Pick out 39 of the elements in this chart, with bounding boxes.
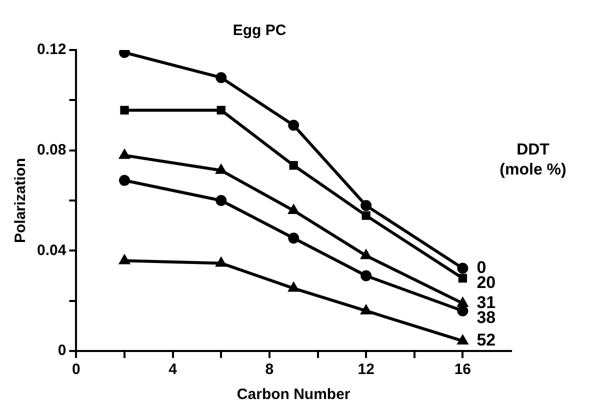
point — [216, 258, 226, 267]
x-tick-label: 12 — [358, 361, 374, 378]
series-label: 52 — [476, 330, 496, 350]
point — [457, 262, 468, 274]
point — [216, 106, 226, 115]
point — [216, 72, 227, 84]
point — [288, 120, 300, 131]
point — [288, 205, 299, 214]
point — [362, 211, 370, 220]
point — [289, 161, 298, 170]
y-tick-label: 0.04 — [36, 242, 67, 259]
x-tick-label: 0 — [72, 361, 80, 378]
x-tick-label: 8 — [265, 361, 274, 378]
point — [120, 106, 129, 115]
point — [360, 200, 372, 212]
point — [119, 174, 130, 186]
y-tick-label: 0 — [58, 342, 66, 360]
point — [120, 255, 130, 264]
point — [458, 274, 468, 283]
chart-title: Egg PC — [232, 22, 286, 40]
point — [119, 50, 130, 58]
point — [216, 195, 227, 206]
y-tick-label: 0.08 — [36, 141, 66, 158]
point — [288, 232, 300, 244]
point — [458, 298, 468, 307]
x-tick-label: 16 — [454, 361, 472, 378]
point — [361, 250, 372, 260]
x-axis-title: Carbon Number — [236, 386, 350, 404]
point — [216, 164, 226, 174]
legend-title: DDT (mole %) — [500, 141, 566, 178]
y-axis-title: Polarization — [12, 158, 30, 244]
point — [458, 335, 468, 344]
point — [120, 150, 130, 159]
x-tick-label: 4 — [168, 361, 178, 378]
point — [361, 305, 372, 314]
point — [288, 282, 299, 292]
point — [360, 270, 372, 282]
point — [457, 305, 468, 316]
y-tick-label: 0.12 — [36, 41, 66, 58]
